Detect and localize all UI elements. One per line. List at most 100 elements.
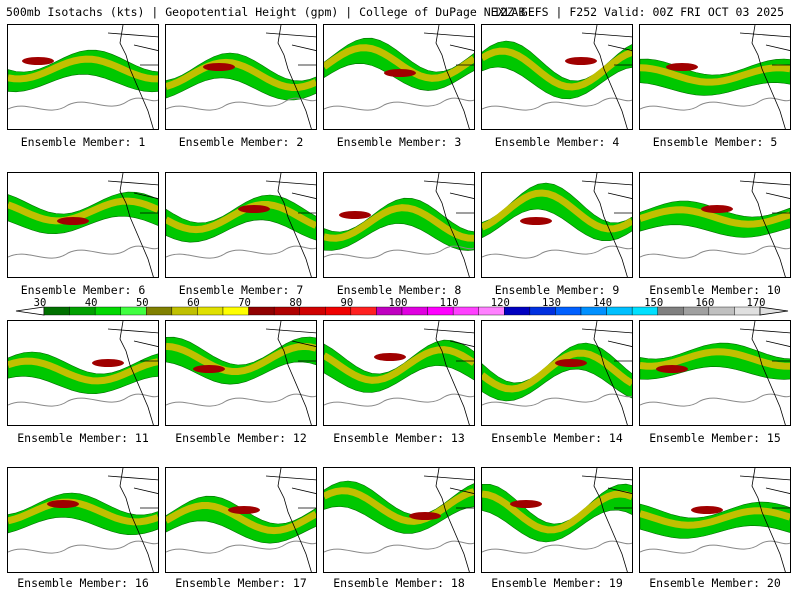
isotach-core (166, 342, 316, 375)
jet-max (22, 57, 54, 65)
isotach-core (8, 55, 158, 83)
jet-max (555, 359, 587, 367)
coastline (581, 173, 632, 277)
coastline (107, 468, 158, 572)
ensemble-panel (7, 320, 159, 426)
jet-max (374, 353, 406, 361)
ensemble-member-label: Ensemble Member: 3 (336, 135, 462, 149)
height-contour (324, 245, 474, 259)
isotach-core (482, 490, 632, 534)
colorbar-tick-label: 140 (593, 297, 613, 309)
height-contour (166, 97, 316, 111)
isotach-map (8, 25, 158, 129)
isotach-core (324, 346, 474, 384)
isotach-core (482, 189, 632, 233)
ensemble-member-label: Ensemble Member: 14 (491, 431, 623, 445)
jet-max (409, 512, 441, 520)
jet-max (520, 217, 552, 225)
isotach-core (640, 64, 790, 86)
coastline (423, 468, 474, 572)
colorbar-tick-label: 130 (541, 297, 561, 309)
jet-max (238, 205, 270, 213)
ensemble-member-label: Ensemble Member: 2 (178, 135, 304, 149)
ensemble-member-label: Ensemble Member: 8 (336, 283, 462, 297)
colorbar-tick-label: 80 (289, 297, 303, 309)
coastline (107, 321, 158, 425)
isotach-map (8, 173, 158, 277)
ensemble-member-label: Ensemble Member: 12 (175, 431, 307, 445)
height-contour (166, 245, 316, 259)
jet-max (92, 359, 124, 367)
colorbar-tick-label: 100 (388, 297, 408, 309)
wind-speed-colorbar (15, 306, 789, 316)
ensemble-panel (481, 320, 633, 426)
isotach-band (482, 483, 632, 543)
height-contour (482, 245, 632, 259)
jet-max (510, 500, 542, 508)
ensemble-member-label: Ensemble Member: 19 (491, 576, 623, 590)
height-contour (166, 393, 316, 407)
coastline (107, 173, 158, 277)
coastline (581, 321, 632, 425)
ensemble-panel (481, 467, 633, 573)
jet-max (384, 69, 416, 77)
isotach-map (640, 25, 790, 129)
ensemble-member-label: Ensemble Member: 6 (20, 283, 146, 297)
jet-max (701, 205, 733, 213)
height-contour (482, 97, 632, 111)
coastline (265, 173, 316, 277)
colorbar-tick-label: 120 (490, 297, 510, 309)
height-contour (166, 540, 316, 554)
colorbar-tick-label: 150 (644, 297, 664, 309)
isotach-core (482, 47, 632, 91)
ensemble-member-label: Ensemble Member: 10 (649, 283, 781, 297)
isotach-core (166, 502, 316, 535)
height-contour (8, 540, 158, 554)
isotach-map (640, 173, 790, 277)
height-contour (640, 540, 790, 554)
ensemble-member-label: Ensemble Member: 17 (175, 576, 307, 590)
ensemble-member-label: Ensemble Member: 13 (333, 431, 465, 445)
height-contour (324, 540, 474, 554)
isotach-core (640, 206, 790, 228)
colorbar-tick-label: 90 (340, 297, 354, 309)
height-contour (482, 393, 632, 407)
height-contour (8, 97, 158, 111)
jet-max (666, 63, 698, 71)
ensemble-panel (323, 467, 475, 573)
colorbar-tick-label: 30 (33, 297, 47, 309)
colorbar-tick-label: 70 (238, 297, 251, 309)
isotach-band (166, 194, 316, 243)
colorbar-tick-label: 60 (187, 297, 200, 309)
ensemble-panel (7, 467, 159, 573)
isotach-map (640, 321, 790, 425)
isotach-band (482, 342, 632, 402)
colorbar-segment (197, 306, 224, 316)
height-contour (324, 393, 474, 407)
colorbar-tick-label: 110 (439, 297, 459, 309)
jet-max (339, 211, 371, 219)
height-contour (8, 245, 158, 259)
colorbar-segment (350, 306, 377, 316)
map-header: 500mb Isotachs (kts) | Geopotential Heig… (6, 5, 796, 21)
ensemble-panel (639, 172, 791, 278)
ensemble-panel (323, 320, 475, 426)
ensemble-panel (481, 24, 633, 130)
colorbar-segment (299, 306, 326, 316)
coastline (107, 25, 158, 129)
jet-max (656, 365, 688, 373)
ensemble-panel (481, 172, 633, 278)
isotach-map (324, 468, 474, 572)
colorbar-segment (248, 306, 275, 316)
ensemble-member-label: Ensemble Member: 9 (494, 283, 620, 297)
isotach-band (166, 336, 316, 385)
ensemble-member-label: Ensemble Member: 18 (333, 576, 465, 590)
isotach-map (324, 321, 474, 425)
ensemble-member-label: Ensemble Member: 7 (178, 283, 304, 297)
isotach-map (640, 468, 790, 572)
isotach-band (324, 197, 474, 251)
ensemble-panel (165, 467, 317, 573)
jet-max (691, 506, 723, 514)
isotach-core (8, 357, 158, 385)
coastline (581, 25, 632, 129)
